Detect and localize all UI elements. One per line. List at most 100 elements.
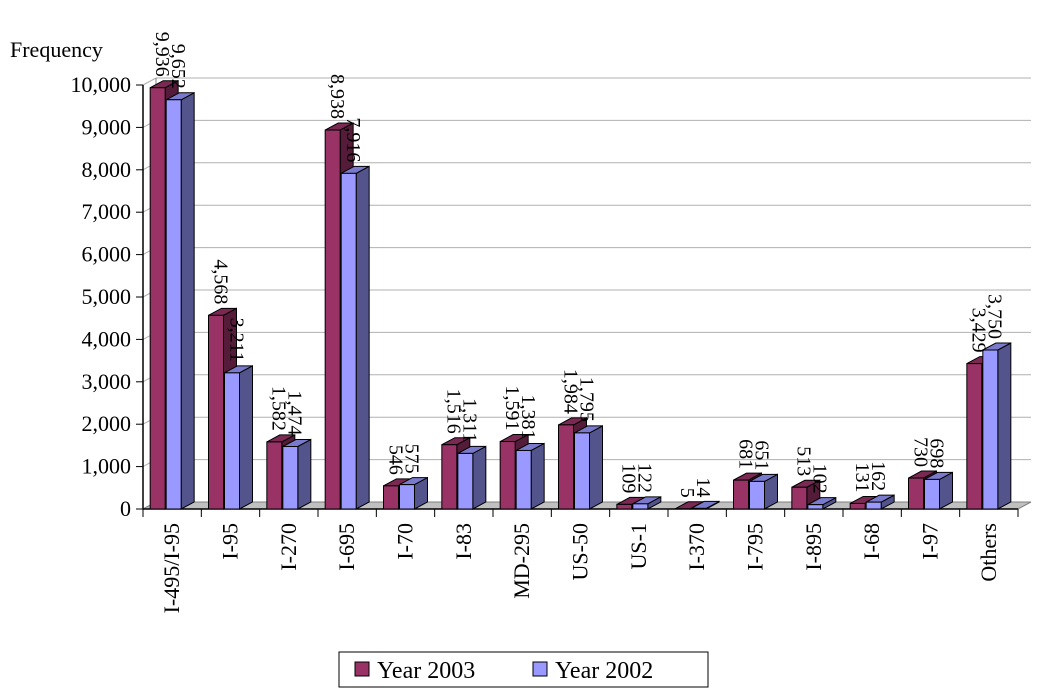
y-axis-label: Frequency	[10, 37, 103, 62]
y-tick-label: 6,000	[82, 242, 132, 267]
bar	[457, 452, 474, 510]
bar	[982, 349, 999, 510]
data-label: 3,750	[984, 294, 1006, 339]
data-label: 9,936	[151, 32, 173, 77]
bar	[908, 477, 924, 510]
bar	[791, 486, 808, 510]
bar	[266, 441, 283, 510]
bar	[558, 424, 574, 510]
bar	[165, 99, 182, 510]
x-tick-label: I-95	[218, 523, 243, 560]
data-label: 3,429	[968, 308, 990, 353]
data-label: 1,381	[517, 394, 539, 439]
y-tick-label: 4,000	[82, 326, 132, 351]
x-tick-label: I-68	[859, 523, 884, 560]
y-tick-label: 7,000	[82, 199, 132, 224]
x-tick-label: US-1	[626, 523, 651, 569]
bar-side	[997, 342, 1012, 510]
bar	[149, 87, 166, 510]
bar	[499, 441, 516, 510]
x-tick-label: MD-295	[509, 523, 534, 599]
bar	[208, 314, 224, 510]
data-label: 7,916	[342, 117, 364, 162]
data-label: 109	[618, 463, 640, 493]
data-label: 5	[676, 488, 698, 498]
data-label: 102	[809, 464, 831, 494]
bar	[399, 484, 415, 510]
bar	[966, 363, 983, 510]
gridline-side	[142, 77, 157, 86]
bar	[574, 432, 590, 510]
y-tick-label: 0	[120, 496, 131, 521]
bar	[632, 503, 649, 510]
x-tick-label: I-695	[334, 523, 359, 571]
x-tick-label: I-495/I-95	[159, 523, 184, 613]
data-label: 1,795	[575, 377, 597, 422]
data-label: 4,568	[209, 259, 231, 304]
y-tick-label: 8,000	[82, 157, 132, 182]
data-label: 131	[851, 462, 873, 492]
bar	[383, 485, 399, 510]
data-label: 681	[734, 439, 756, 469]
x-tick-label: I-83	[451, 523, 476, 560]
bar-side	[180, 91, 195, 510]
bar	[282, 446, 299, 510]
bar	[749, 480, 765, 510]
data-label: 1,591	[501, 386, 523, 431]
bar	[515, 449, 532, 510]
bar-side	[355, 165, 370, 510]
bar-side	[530, 442, 545, 510]
data-label: 698	[925, 438, 947, 468]
bar	[924, 478, 940, 510]
x-tick-label: I-895	[801, 523, 826, 571]
data-label: 1,516	[443, 389, 465, 434]
data-label: 3,211	[225, 318, 247, 362]
data-label: 575	[400, 444, 422, 474]
data-label: 651	[750, 440, 772, 470]
data-label: 546	[384, 445, 406, 475]
x-tick-label: I-70	[393, 523, 418, 560]
bar	[340, 172, 357, 510]
data-label: 14	[692, 477, 714, 497]
data-label: 1,474	[284, 391, 306, 436]
data-label: 9,652	[167, 44, 189, 89]
legend-swatch	[532, 661, 548, 677]
bar	[807, 504, 824, 510]
legend-label: Year 2003	[377, 658, 475, 684]
data-label: 1,311	[459, 398, 481, 442]
bar-side	[239, 365, 253, 510]
y-axis-ticks: 0 1,000 2,000 3,000 4,000 5,000 6,000 7,000 8,00…	[71, 72, 143, 521]
x-tick-label: Others	[976, 523, 1001, 582]
legend-swatch	[354, 661, 370, 677]
data-label: 8,938	[326, 74, 348, 119]
y-tick-label: 2,000	[82, 411, 132, 436]
bars	[149, 79, 1012, 510]
legend: Year 2003 Year 2002	[338, 651, 709, 688]
data-label: 730	[909, 437, 931, 467]
x-tick-label: I-795	[743, 523, 768, 571]
y-tick-label: 3,000	[82, 369, 132, 394]
legend-box	[338, 651, 709, 688]
y-tick-label: 9,000	[82, 114, 132, 139]
x-tick-label: I-97	[918, 523, 943, 560]
data-label: 162	[867, 461, 889, 491]
bar	[733, 479, 749, 510]
bar	[324, 129, 341, 510]
bar	[865, 501, 882, 510]
x-tick-label: I-370	[684, 523, 709, 571]
bar	[849, 502, 866, 510]
data-label: 1,984	[559, 369, 581, 414]
bar	[616, 503, 633, 510]
x-tick-label: I-270	[276, 523, 301, 571]
data-label: 1,582	[268, 386, 290, 431]
bar-side	[297, 438, 312, 510]
bar	[441, 444, 458, 510]
y-tick-label: 5,000	[82, 284, 132, 309]
bar	[224, 372, 240, 510]
y-tick-label: 10,000	[71, 72, 132, 97]
x-tick-label: US-50	[568, 523, 593, 580]
data-label: 122	[634, 463, 656, 493]
legend-label: Year 2002	[555, 658, 653, 684]
